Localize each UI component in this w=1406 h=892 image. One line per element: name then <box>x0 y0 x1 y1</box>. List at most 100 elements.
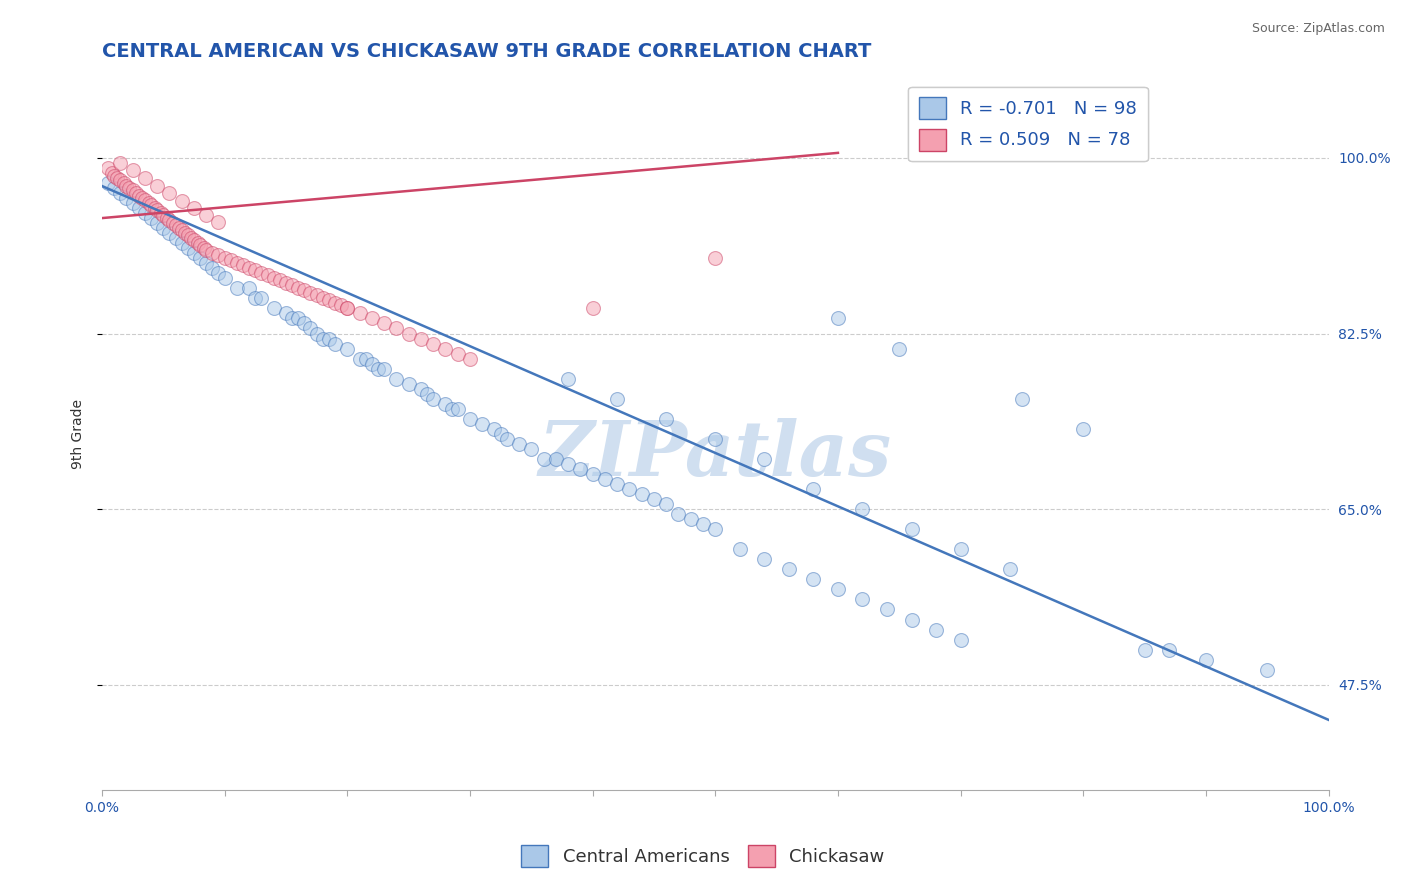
Point <box>174 226 197 240</box>
Point <box>827 582 849 597</box>
Point <box>219 253 242 268</box>
Legend: R = -0.701   N = 98, R = 0.509   N = 78: R = -0.701 N = 98, R = 0.509 N = 78 <box>908 87 1147 161</box>
Point <box>447 401 470 416</box>
Point <box>250 266 273 280</box>
Point <box>238 261 260 276</box>
Point <box>900 522 922 536</box>
Point <box>360 311 382 326</box>
Point <box>704 252 727 266</box>
Point <box>170 223 193 237</box>
Point <box>125 186 148 200</box>
Point <box>581 467 603 481</box>
Point <box>336 301 359 316</box>
Point <box>447 346 470 360</box>
Point <box>416 386 439 401</box>
Point <box>581 301 603 316</box>
Text: ZIPatlas: ZIPatlas <box>538 418 891 492</box>
Point <box>177 241 200 255</box>
Point <box>281 311 304 326</box>
Point <box>274 306 297 320</box>
Point <box>121 183 143 197</box>
Point <box>593 472 616 486</box>
Point <box>146 178 169 193</box>
Point <box>146 216 169 230</box>
Point <box>110 156 132 170</box>
Point <box>889 342 911 356</box>
Point <box>354 351 377 366</box>
Point <box>373 317 395 331</box>
Point <box>299 286 322 301</box>
Point <box>97 176 120 190</box>
Point <box>195 208 218 222</box>
Point <box>269 273 291 287</box>
Point <box>128 189 150 203</box>
Point <box>214 271 236 285</box>
Point <box>183 233 205 247</box>
Point <box>187 236 209 251</box>
Point <box>349 351 371 366</box>
Point <box>263 271 285 285</box>
Point <box>105 170 128 185</box>
Point <box>440 401 463 416</box>
Point <box>146 203 169 218</box>
Point <box>121 162 143 177</box>
Point <box>827 311 849 326</box>
Point <box>1159 642 1181 657</box>
Point <box>110 186 132 200</box>
Point <box>557 372 579 386</box>
Point <box>458 351 481 366</box>
Point <box>157 186 180 200</box>
Point <box>195 256 218 270</box>
Point <box>1011 392 1033 406</box>
Point <box>180 231 202 245</box>
Point <box>281 278 304 293</box>
Point <box>245 292 267 306</box>
Point <box>152 208 174 222</box>
Point <box>97 161 120 175</box>
Point <box>458 412 481 426</box>
Point <box>162 216 184 230</box>
Point <box>704 432 727 446</box>
Point <box>170 194 193 208</box>
Point <box>606 392 628 406</box>
Point <box>128 201 150 215</box>
Point <box>544 452 567 467</box>
Point <box>484 422 506 436</box>
Point <box>312 332 335 346</box>
Point <box>256 268 278 283</box>
Point <box>630 487 652 501</box>
Point <box>207 248 229 262</box>
Point <box>103 181 125 195</box>
Point <box>367 361 389 376</box>
Point <box>336 342 359 356</box>
Point <box>139 198 162 212</box>
Point <box>138 196 160 211</box>
Point <box>318 293 340 308</box>
Point <box>557 457 579 471</box>
Point <box>803 573 825 587</box>
Point <box>851 502 873 516</box>
Point <box>149 206 172 220</box>
Point <box>360 357 382 371</box>
Point <box>238 281 260 295</box>
Point <box>188 252 211 266</box>
Point <box>876 602 898 616</box>
Point <box>157 226 180 240</box>
Point <box>330 298 353 312</box>
Point <box>177 228 200 243</box>
Point <box>287 281 309 295</box>
Point <box>851 592 873 607</box>
Point <box>1195 653 1218 667</box>
Point <box>398 376 420 391</box>
Point <box>193 241 215 255</box>
Point <box>385 372 408 386</box>
Point <box>207 215 229 229</box>
Point <box>422 336 444 351</box>
Point <box>139 211 162 226</box>
Point <box>668 507 690 521</box>
Text: CENTRAL AMERICAN VS CHICKASAW 9TH GRADE CORRELATION CHART: CENTRAL AMERICAN VS CHICKASAW 9TH GRADE … <box>101 42 872 61</box>
Point <box>232 258 254 272</box>
Point <box>183 201 205 215</box>
Point <box>533 452 555 467</box>
Point <box>214 252 236 266</box>
